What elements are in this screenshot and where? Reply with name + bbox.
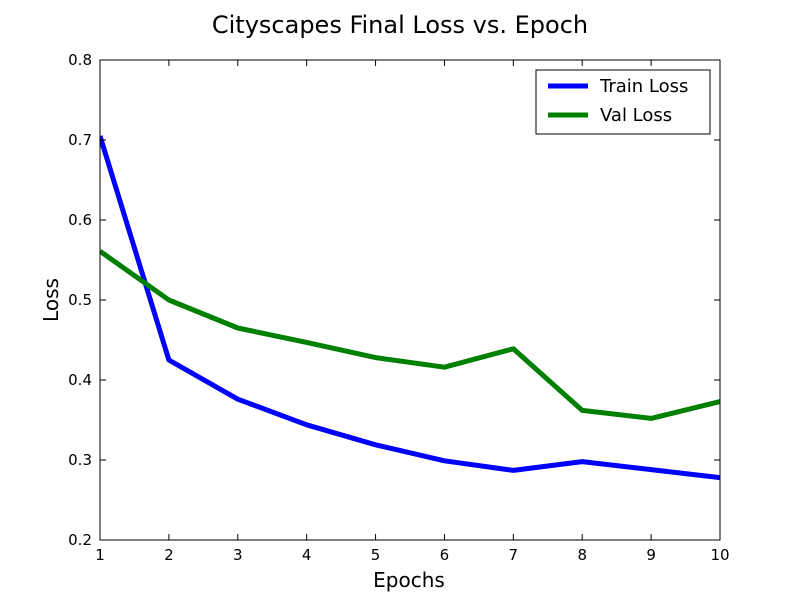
y-tick-label: 0.5 (68, 291, 92, 309)
x-tick-label: 5 (371, 546, 381, 564)
series-line-2 (100, 249, 720, 421)
x-tick-label: 10 (710, 546, 729, 564)
x-tick-label: 2 (164, 546, 174, 564)
x-axis-label: Epochs (373, 568, 445, 592)
x-tick-label: 9 (646, 546, 656, 564)
plot-background (100, 60, 720, 540)
legend-label-2: Val Loss (600, 105, 672, 126)
x-tick-label: 6 (440, 546, 450, 564)
plot-area (100, 60, 720, 540)
legend-label-1: Train Loss (599, 76, 688, 97)
y-tick-label: 0.3 (68, 451, 92, 469)
y-tick-label: 0.8 (68, 51, 92, 69)
x-tick-label: 8 (577, 546, 587, 564)
legend-box (535, 69, 711, 135)
series-layer (100, 135, 720, 481)
x-tick-label: 4 (302, 546, 312, 564)
x-tick-label: 1 (95, 546, 105, 564)
y-tick-label: 0.7 (68, 131, 92, 149)
series-line-1 (100, 135, 720, 481)
legend-items: Train Loss Val Loss (548, 76, 688, 126)
y-axis-label: Loss (39, 278, 63, 322)
chart-title: Cityscapes Final Loss vs. Epoch (212, 11, 588, 39)
axes-layer: 1 2 3 4 5 6 7 8 9 10 0.2 0.3 0.4 0.5 0.6 0.7 0.8 (68, 51, 729, 564)
y-tick-label: 0.6 (68, 211, 92, 229)
y-tick-label: 0.4 (68, 371, 92, 389)
y-tick-label: 0.2 (68, 531, 92, 549)
x-tick-label: 7 (509, 546, 519, 564)
legend: Train Loss Val Loss (535, 69, 711, 135)
x-tick-label: 3 (233, 546, 243, 564)
